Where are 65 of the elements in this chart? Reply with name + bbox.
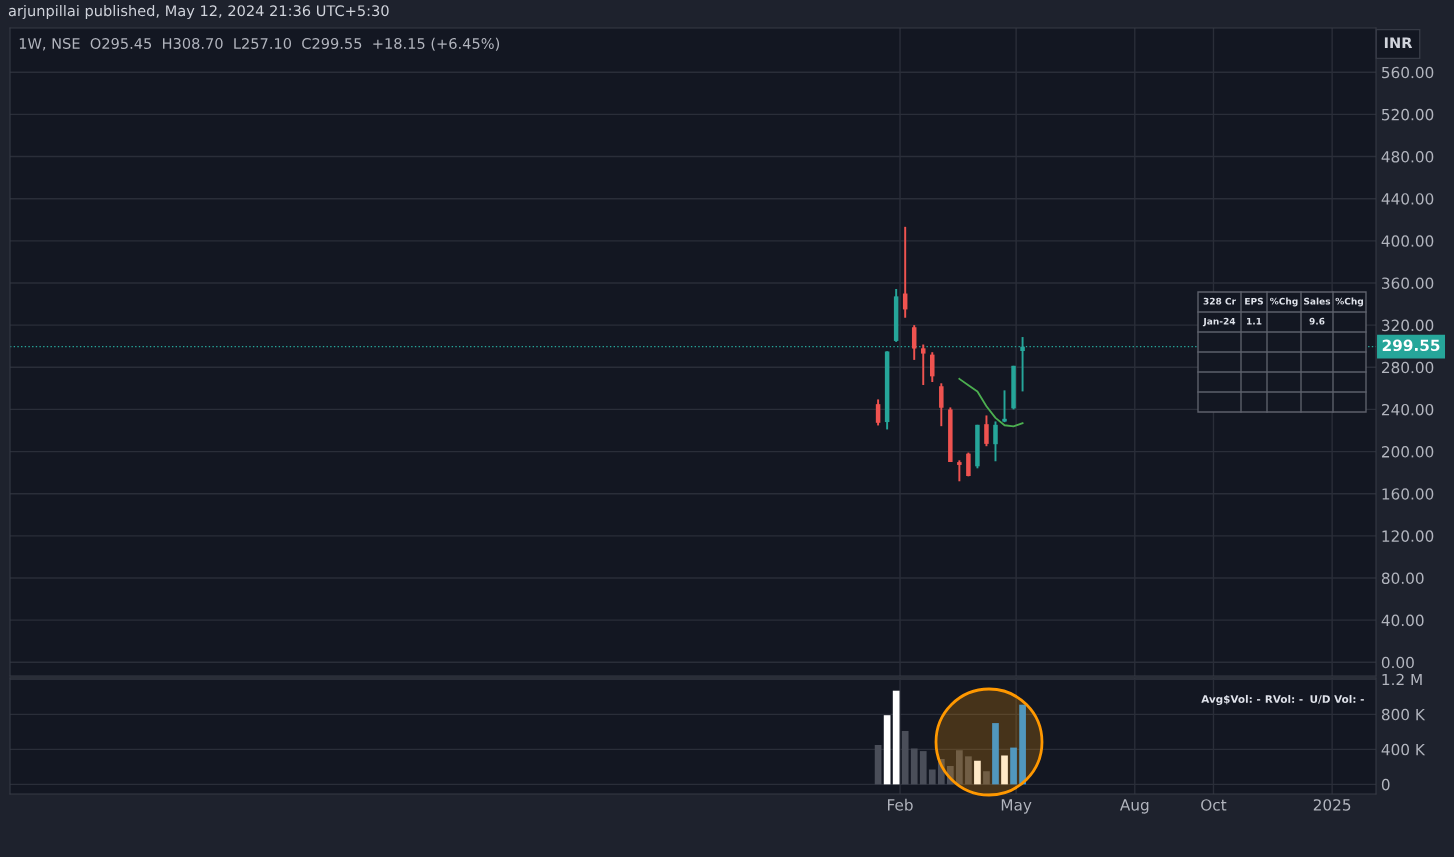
bar <box>1010 747 1017 785</box>
candlestick <box>930 351 935 383</box>
candlestick <box>920 343 926 386</box>
candlestick <box>875 398 881 427</box>
bar <box>1019 704 1026 785</box>
annotation: U/D Vol: - <box>1310 694 1364 704</box>
bar <box>983 771 990 785</box>
annotation: 9.6 <box>1309 317 1325 325</box>
bar <box>1001 755 1008 785</box>
text: 1W, NSE O295.45 H308.70 L257.10 C299.55 +18.15 (+6.45%) <box>19 37 500 51</box>
bar <box>965 756 972 785</box>
x-tick-label: 2025 <box>1313 799 1351 811</box>
x-tick-label: Feb <box>888 798 913 811</box>
bar <box>992 723 999 785</box>
line-series <box>958 377 1024 428</box>
text: INR <box>1384 37 1413 49</box>
y-tick-label: 160.00 <box>1382 488 1434 500</box>
bar <box>901 730 909 785</box>
bar <box>928 769 936 785</box>
candlestick <box>1002 389 1007 424</box>
y-tick-label: 200.00 <box>1381 446 1434 458</box>
text: arjunpillai published, May 12, 2024 21:36 UTC+5:30 <box>8 4 389 20</box>
annotation: Jan-24 <box>1202 317 1236 327</box>
x-tick-label: May <box>1001 799 1032 814</box>
candlestick <box>939 382 944 428</box>
y-tick-label: 80.00 <box>1381 572 1424 585</box>
annotation: Avg$Vol: - <box>1201 694 1261 706</box>
bar <box>892 690 900 785</box>
candlestick <box>957 459 962 483</box>
y-tick-label: 0 <box>1381 778 1390 791</box>
candlestick <box>993 420 998 463</box>
y-tick-label: 520.00 <box>1382 108 1434 121</box>
y-tick-label: 280.00 <box>1381 361 1434 374</box>
y-tick-label: 400.00 <box>1381 235 1434 247</box>
bar <box>956 750 963 785</box>
bar <box>974 760 981 785</box>
annotation: Sales <box>1304 297 1331 305</box>
y-tick-label: 560.00 <box>1382 66 1434 79</box>
annotation: %Chg <box>1335 297 1364 307</box>
annotation: 328 Cr <box>1203 297 1237 305</box>
x-tick-label: Aug <box>1119 799 1149 814</box>
y-tick-label: 480.00 <box>1381 151 1434 163</box>
y-tick-label: 40.00 <box>1381 614 1424 627</box>
y-tick-label: 440.00 <box>1381 193 1434 205</box>
y-tick-label: 0.00 <box>1381 656 1414 669</box>
annotation: %Chg <box>1270 297 1298 307</box>
y-tick-label: 120.00 <box>1382 530 1434 542</box>
y-tick-label: 320.00 <box>1382 319 1434 332</box>
candlestick <box>1020 336 1025 393</box>
y-tick-label: 800 K <box>1381 708 1426 721</box>
bar <box>937 758 945 785</box>
annotation: RVol: - <box>1265 694 1303 704</box>
y-tick-label: 240.00 <box>1381 403 1434 416</box>
y-tick-label: 400 K <box>1381 743 1426 756</box>
candlestick <box>911 324 917 361</box>
candlestick <box>984 414 989 448</box>
bar <box>910 748 918 785</box>
ref-line-label: 299.55 <box>1382 339 1440 352</box>
annotation: 1.1 <box>1247 317 1262 325</box>
bar <box>919 751 927 785</box>
y-tick-label: 360.00 <box>1382 277 1434 290</box>
annotation: EPS <box>1245 297 1263 305</box>
x-tick-label: Oct <box>1201 799 1227 811</box>
y-tick-label: 1.2 M <box>1382 673 1422 686</box>
bar <box>946 765 954 785</box>
